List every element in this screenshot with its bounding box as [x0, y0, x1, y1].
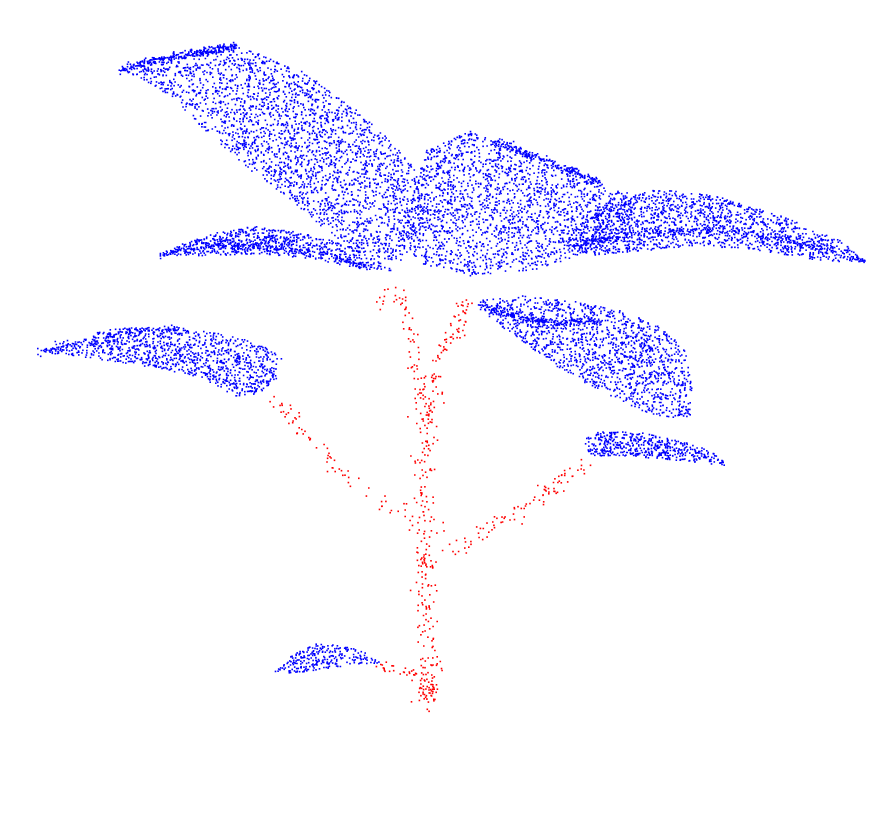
- leaf-points-layer: [37, 41, 866, 674]
